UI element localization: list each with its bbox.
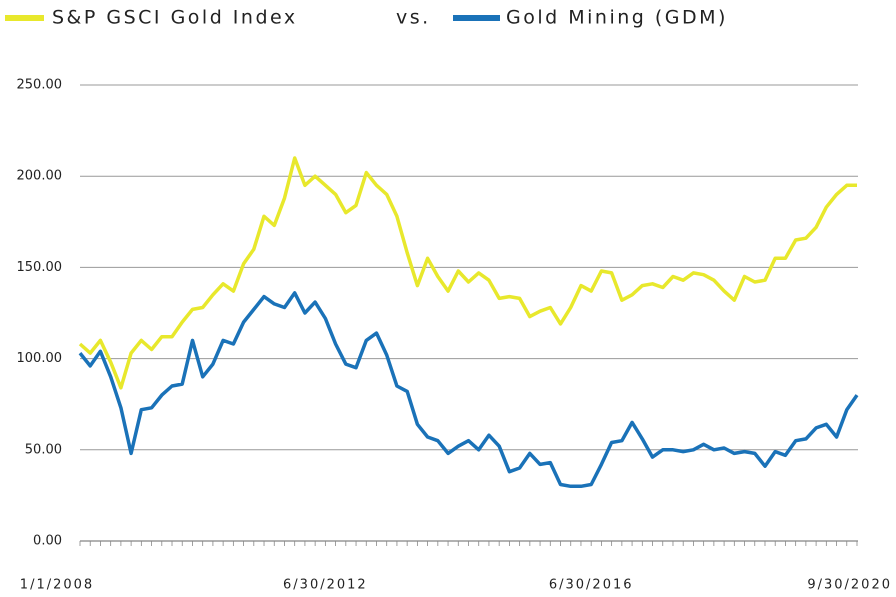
x-tick-label: 9/30/2020 (807, 578, 892, 593)
y-tick-label: 100.00 (17, 351, 63, 366)
y-tick-label: 250.00 (17, 78, 63, 93)
series-line (78, 291, 859, 489)
y-tick-label: 150.00 (17, 260, 63, 275)
legend-label: S&P GSCI Gold Index (52, 7, 298, 29)
legend-separator: vs. (396, 7, 431, 29)
legend: S&P GSCI Gold Index vs. Gold Mining (GDM… (5, 7, 728, 29)
y-tick-label: 50.00 (25, 442, 62, 457)
x-tick-label: 6/30/2012 (283, 578, 368, 593)
y-tick-label: 200.00 (17, 169, 63, 184)
x-tick-label: 6/30/2016 (549, 578, 634, 593)
y-tick-label: 0.00 (33, 534, 62, 549)
x-tick-label: 1/1/2008 (20, 578, 94, 593)
legend-label: Gold Mining (GDM) (506, 7, 728, 29)
series-line (78, 156, 857, 390)
